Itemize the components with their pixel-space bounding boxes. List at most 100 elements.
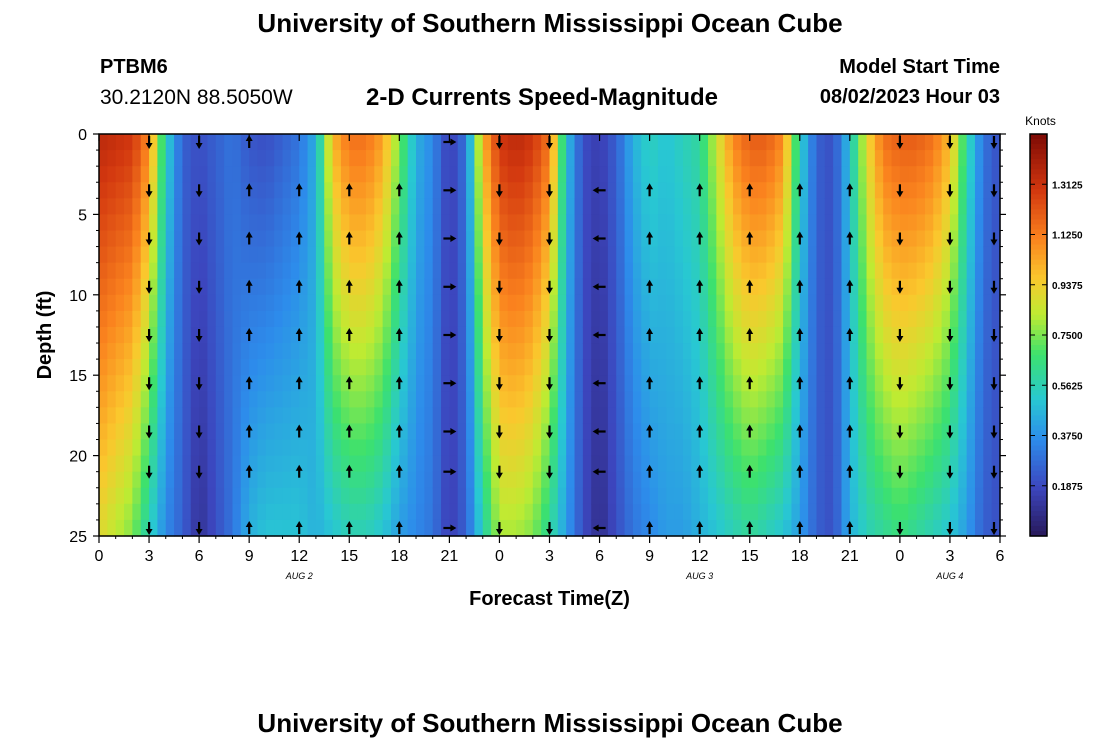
heatmap-cell	[607, 423, 617, 441]
heatmap-cell	[199, 423, 209, 441]
heatmap-cell	[974, 134, 984, 151]
colorbar-swatch	[1030, 355, 1047, 361]
heatmap-cell	[491, 503, 501, 521]
heatmap-cell	[265, 375, 275, 392]
heatmap-cell	[724, 519, 734, 537]
heatmap-cell	[466, 455, 476, 473]
heatmap-cell	[866, 503, 876, 521]
heatmap-cell	[265, 150, 275, 167]
heatmap-cell	[382, 166, 392, 183]
heatmap-cell	[265, 310, 275, 328]
heatmap-cell	[224, 246, 234, 264]
heatmap-cell	[699, 278, 709, 296]
heatmap-cell	[974, 262, 984, 280]
heatmap-cell	[407, 359, 417, 376]
heatmap-cell	[708, 182, 717, 199]
heatmap-cell	[132, 359, 142, 376]
heatmap-cell	[449, 503, 459, 521]
heatmap-cell	[808, 230, 818, 248]
heatmap-cell	[215, 262, 225, 280]
heatmap-cell	[332, 262, 342, 280]
heatmap-cell	[390, 407, 400, 425]
heatmap-cell	[357, 246, 367, 264]
heatmap-cell	[799, 455, 809, 473]
heatmap-cell	[215, 439, 225, 457]
heatmap-cell	[115, 471, 125, 489]
heatmap-cell	[466, 310, 476, 328]
heatmap-cell	[466, 230, 476, 248]
heatmap-cell	[282, 455, 292, 473]
heatmap-cell	[557, 439, 567, 457]
heatmap-cell	[858, 134, 868, 151]
current-vector-arrow	[495, 184, 503, 198]
heatmap-cell	[265, 262, 275, 280]
heatmap-cell	[507, 503, 517, 521]
heatmap-cell	[332, 471, 342, 489]
heatmap-cell	[766, 230, 776, 248]
heatmap-cell	[115, 198, 125, 215]
heatmap-cell	[441, 391, 450, 408]
heatmap-cell	[249, 471, 259, 489]
heatmap-cell	[974, 214, 984, 232]
heatmap-cell	[657, 214, 667, 232]
heatmap-cell	[315, 310, 325, 328]
heatmap-cell	[833, 471, 843, 489]
heatmap-cell	[866, 407, 876, 425]
heatmap-cell	[641, 294, 651, 312]
colorbar-swatch	[1030, 430, 1047, 437]
heatmap-cell	[641, 262, 651, 280]
heatmap-cell	[257, 166, 267, 183]
heatmap-cell	[532, 294, 542, 312]
heatmap-cell	[140, 439, 150, 457]
heatmap-cell	[941, 343, 951, 360]
heatmap-cell	[566, 375, 576, 392]
colorbar-swatch	[1030, 420, 1047, 427]
heatmap-cell	[607, 198, 617, 215]
heatmap-cell	[841, 343, 851, 360]
heatmap-cell	[791, 278, 801, 296]
heatmap-cell	[466, 407, 476, 425]
heatmap-cell	[190, 391, 200, 408]
current-vector-arrow	[946, 465, 954, 479]
heatmap-cell	[607, 343, 617, 360]
heatmap-cell	[966, 246, 976, 264]
heatmap-cell	[874, 359, 884, 376]
heatmap-cell	[466, 423, 476, 441]
heatmap-cell	[491, 214, 501, 232]
heatmap-cell	[274, 230, 284, 248]
heatmap-cell	[549, 246, 559, 264]
heatmap-cell	[624, 262, 634, 280]
colorbar-swatch	[1030, 525, 1047, 532]
heatmap-cell	[833, 343, 843, 360]
heatmap-cell	[749, 262, 759, 280]
heatmap-cell	[315, 391, 325, 408]
heatmap-cell	[716, 503, 726, 521]
heatmap-cell	[958, 359, 968, 376]
heatmap-cell	[524, 407, 534, 425]
heatmap-cell	[933, 359, 943, 376]
heatmap-cell	[182, 262, 192, 280]
heatmap-cell	[674, 294, 684, 312]
heatmap-cell	[549, 294, 559, 312]
current-vector-arrow	[195, 522, 203, 535]
current-vector-arrow	[145, 377, 153, 391]
heatmap-cell	[682, 278, 692, 296]
colorbar-swatch	[1030, 445, 1047, 452]
heatmap-cell	[808, 343, 818, 360]
heatmap-cell	[874, 375, 884, 392]
heatmap-cell	[916, 391, 926, 408]
heatmap-cell	[140, 423, 150, 441]
heatmap-cell	[582, 182, 592, 199]
heatmap-cell	[324, 455, 334, 473]
current-vector-arrow	[546, 280, 553, 294]
heatmap-cell	[616, 375, 626, 392]
heatmap-cell	[582, 343, 592, 360]
heatmap-cell	[624, 487, 634, 505]
heatmap-cell	[499, 423, 509, 441]
heatmap-cell	[866, 246, 876, 264]
heatmap-cell	[499, 343, 509, 360]
heatmap-cell	[708, 375, 717, 392]
heatmap-cell	[716, 326, 726, 344]
heatmap-cell	[516, 375, 526, 392]
heatmap-cell	[891, 198, 901, 215]
